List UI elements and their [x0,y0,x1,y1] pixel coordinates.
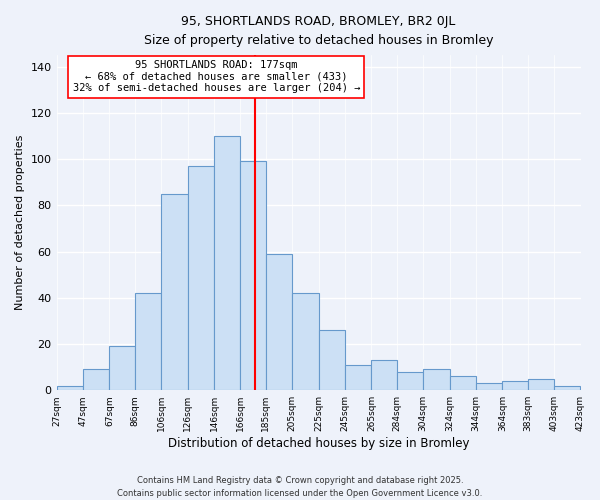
Title: 95, SHORTLANDS ROAD, BROMLEY, BR2 0JL
Size of property relative to detached hous: 95, SHORTLANDS ROAD, BROMLEY, BR2 0JL Si… [144,15,493,47]
Bar [423,370,449,390]
Bar [502,381,527,390]
Bar [134,293,161,390]
Bar [449,376,476,390]
Bar [292,293,319,390]
Bar [241,162,266,390]
Bar [188,166,214,390]
X-axis label: Distribution of detached houses by size in Bromley: Distribution of detached houses by size … [168,437,469,450]
Bar [83,370,109,390]
Text: Contains HM Land Registry data © Crown copyright and database right 2025.
Contai: Contains HM Land Registry data © Crown c… [118,476,482,498]
Bar [214,136,241,390]
Bar [345,365,371,390]
Bar [476,384,502,390]
Bar [161,194,188,390]
Bar [554,386,580,390]
Bar [56,386,83,390]
Text: 95 SHORTLANDS ROAD: 177sqm
← 68% of detached houses are smaller (433)
32% of sem: 95 SHORTLANDS ROAD: 177sqm ← 68% of deta… [73,60,360,94]
Bar [109,346,134,390]
Bar [371,360,397,390]
Bar [397,372,423,390]
Bar [527,378,554,390]
Bar [319,330,345,390]
Bar [266,254,292,390]
Y-axis label: Number of detached properties: Number of detached properties [15,135,25,310]
